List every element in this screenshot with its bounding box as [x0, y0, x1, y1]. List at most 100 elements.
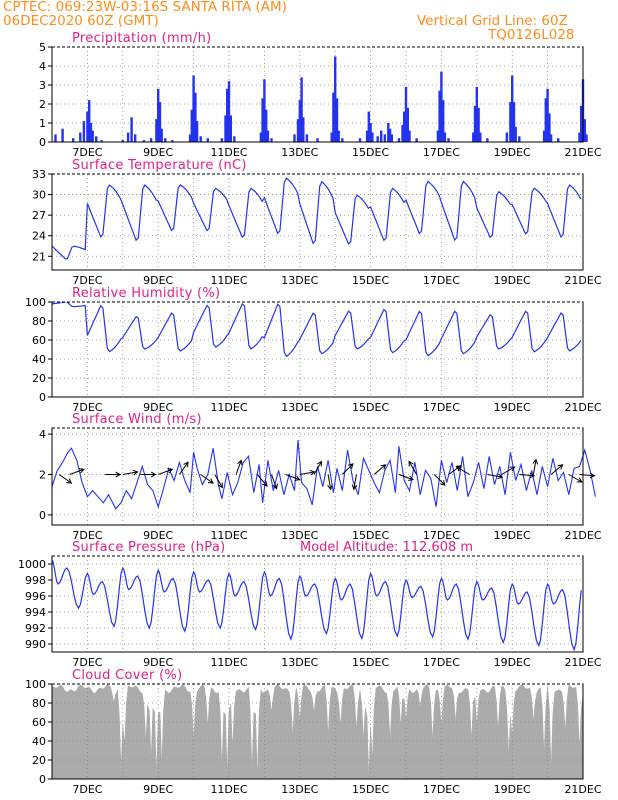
temp-xtick-label: 13DEC — [281, 274, 318, 287]
precip-bar — [305, 134, 309, 142]
rh-xtick-label: 19DEC — [494, 401, 531, 414]
precip-bar — [387, 123, 390, 142]
precip-bar — [578, 132, 581, 142]
precip-bar — [383, 134, 386, 142]
precip-bar — [206, 138, 209, 142]
precip-bar — [332, 92, 335, 142]
run-datetime: 06DEC2020 60Z (GMT) — [3, 13, 159, 29]
precip-bar — [227, 81, 231, 142]
precip-bar — [440, 71, 443, 142]
precip-bar — [224, 115, 227, 142]
precip-xtick-label: 15DEC — [352, 146, 389, 159]
wind-arrow-shaft — [69, 468, 84, 475]
precip-bar — [404, 86, 408, 142]
wind-arrow — [487, 473, 504, 480]
pressure-xtick-label: 17DEC — [423, 656, 460, 669]
precip-bar — [542, 130, 546, 142]
station-header: CPTEC: 069:23W-03:16S SANTA RITA (AM) — [3, 0, 287, 15]
wind-arrow-shaft — [58, 474, 72, 484]
rh-ytick-label: 40 — [32, 353, 46, 366]
wind-arrow-shaft — [256, 474, 268, 487]
wind-arrow — [532, 458, 539, 475]
wind-arrow — [327, 474, 333, 491]
precip-bar — [233, 136, 236, 142]
rh-xtick-label: 21DEC — [564, 401, 601, 414]
wind-arrow-head — [439, 480, 446, 486]
wind-arrow-head — [66, 478, 73, 484]
precip-bar — [371, 132, 374, 142]
precip-bar — [293, 134, 296, 142]
pressure-xtick-label: 11DEC — [210, 656, 247, 669]
precip-bar — [388, 128, 392, 142]
temp-frame — [51, 173, 584, 271]
rh-ytick-label: 0 — [39, 391, 46, 404]
wind-arrow-head — [237, 459, 243, 466]
cloud-xtick-label: 21DEC — [564, 783, 601, 796]
precip-bar — [486, 138, 489, 142]
rh-line — [51, 301, 582, 358]
precip-bar — [518, 136, 521, 142]
precip-bar — [72, 138, 75, 142]
rh-title: Relative Humidity (%) — [72, 286, 220, 301]
precip-bar — [61, 128, 64, 142]
wind-arrow-head — [351, 484, 358, 491]
precip-bar — [259, 132, 263, 142]
precip-bar — [265, 109, 268, 142]
wind-ytick-label: 4 — [39, 428, 46, 441]
cloud-xtick-label: 15DEC — [352, 783, 389, 796]
temp-ytick-label: 24 — [32, 230, 46, 243]
wind-xtick-label: 17DEC — [423, 529, 460, 542]
precip-bar — [585, 134, 588, 142]
precip-bar — [270, 138, 273, 142]
pressure-ytick-label: 996 — [25, 590, 46, 603]
wind-arrow — [271, 474, 278, 490]
precip-bar — [365, 130, 369, 142]
precip-xtick-label: 17DEC — [423, 146, 460, 159]
precip-bar — [157, 88, 160, 142]
wind-arrow — [313, 460, 323, 475]
wind-arrow-shaft — [433, 474, 446, 486]
temp-xtick-label: 9DEC — [143, 274, 173, 287]
wind-arrow-head — [294, 475, 301, 481]
wind-arrow-shaft — [532, 459, 537, 475]
precip-bar — [266, 130, 270, 142]
pressure-ytick-label: 1000 — [18, 558, 46, 571]
pressure-ytick-label: 994 — [25, 606, 46, 619]
wind-arrow-head — [497, 473, 504, 480]
precip-bar — [298, 100, 301, 142]
precip-title: Precipitation (mm/h) — [72, 31, 211, 46]
pressure-ytick-label: 998 — [25, 574, 46, 587]
precip-bar — [155, 119, 158, 142]
wind-arrow-head — [347, 463, 354, 469]
temp-ytick-label: 21 — [32, 250, 46, 263]
precip-bar — [300, 77, 303, 142]
wind-arrow-head — [408, 460, 414, 467]
wind-arrow — [214, 474, 223, 489]
precip-bar — [164, 138, 167, 142]
rh-xtick-label: 9DEC — [143, 401, 173, 414]
wind-arrow-head — [380, 464, 387, 470]
pressure-frame — [51, 555, 584, 653]
precip-bar — [443, 132, 447, 142]
precip-bar — [397, 138, 401, 142]
rh-ytick-label: 20 — [32, 372, 46, 385]
run-code: TQ0126L028 — [488, 27, 575, 43]
wind-xtick-label: 19DEC — [494, 529, 531, 542]
wind-arrow — [398, 474, 414, 481]
wind-ytick-label: 2 — [39, 468, 46, 481]
precip-bar — [401, 124, 404, 142]
rh-ytick-label: 80 — [32, 315, 46, 328]
wind-arrow-head — [509, 466, 516, 472]
wind-arrow — [433, 474, 446, 486]
pressure-xtick-label: 21DEC — [564, 656, 601, 669]
precip-bar — [88, 100, 91, 142]
wind-arrow-head — [529, 472, 536, 479]
wind-arrow-head — [150, 471, 157, 478]
wind-arrow-head — [327, 484, 333, 491]
cloud-cover-area — [51, 684, 584, 780]
wind-frame — [51, 427, 584, 526]
wind-arrow — [122, 469, 139, 476]
precip-bar — [367, 111, 370, 142]
wind-arrow — [519, 472, 536, 479]
precip-bar — [261, 98, 264, 142]
